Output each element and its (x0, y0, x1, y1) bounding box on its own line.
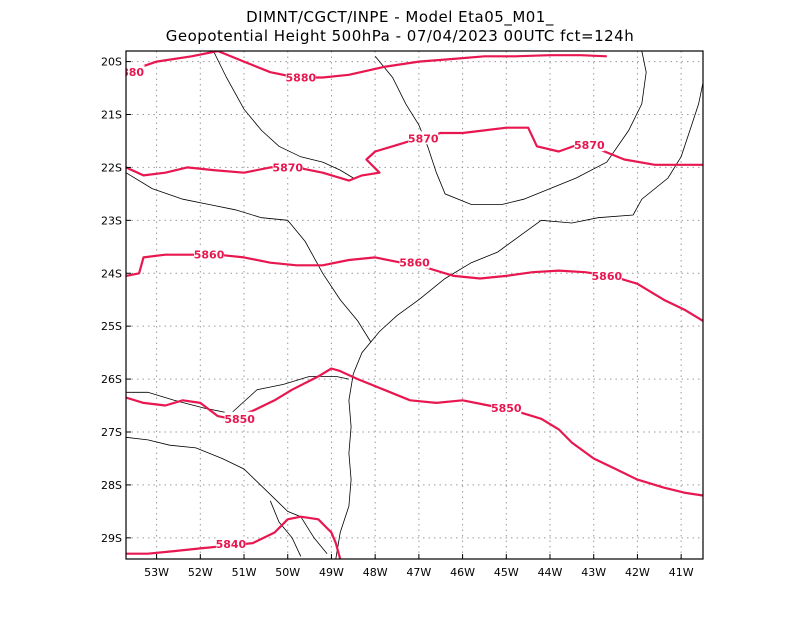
contour-label-bg (285, 70, 316, 84)
contour-label-5880: 5880 (286, 71, 317, 84)
contour-5840 (126, 515, 342, 559)
contour-label-bg (272, 160, 303, 174)
lon-tick-label: 50W (275, 566, 300, 579)
lon-tick-label: 43W (581, 566, 606, 579)
coast-border-line (126, 172, 372, 343)
coast-border-line (126, 436, 328, 554)
lon-tick-label: 52W (188, 566, 213, 579)
contour-label-5870: 5870 (574, 139, 605, 152)
contour-label-bg (574, 138, 605, 152)
contour-label-5850: 5850 (491, 402, 522, 415)
lat-tick-label: 22S (101, 161, 122, 174)
contour-label-bg (224, 411, 255, 425)
contour-label-5870: 5870 (408, 132, 439, 145)
lat-tick-label: 26S (101, 373, 122, 386)
lon-tick-label: 44W (538, 566, 563, 579)
lat-tick-label: 25S (101, 320, 122, 333)
coast-border-line (335, 82, 703, 559)
lon-tick-label: 47W (406, 566, 431, 579)
contour-label-5840: 5840 (216, 538, 247, 551)
lat-tick-label: 24S (101, 267, 122, 280)
contour-label-5860: 5860 (592, 270, 623, 283)
coast-border-line (213, 51, 354, 179)
lon-tick-label: 41W (669, 566, 694, 579)
contour-5880 (126, 51, 607, 79)
contour-label-5860: 5860 (399, 257, 430, 270)
contour-5850 (126, 367, 703, 497)
lon-tick-label: 48W (363, 566, 388, 579)
lon-tick-label: 49W (319, 566, 344, 579)
lat-tick-label: 28S (101, 479, 122, 492)
lon-tick-label: 51W (232, 566, 257, 579)
coast-border-line (126, 376, 349, 414)
coastline-and-borders (126, 51, 703, 559)
coast-border-line (269, 500, 302, 557)
contour-label-5870: 5870 (272, 161, 303, 174)
contour-label-bg (399, 255, 430, 269)
contour-label-bg (408, 131, 439, 145)
contour-label-bg (215, 537, 246, 551)
lon-tick-label: 46W (450, 566, 475, 579)
contour-label-bg (126, 65, 145, 79)
lon-tick-label: 53W (144, 566, 169, 579)
lon-tick-label: 42W (625, 566, 650, 579)
lat-tick-label: 20S (101, 56, 122, 69)
lat-tick-label: 29S (101, 532, 122, 545)
coast-border-line (374, 51, 647, 205)
graticule (126, 51, 703, 559)
contour-label-partial: 880 (121, 66, 144, 79)
lat-tick-label: 23S (101, 214, 122, 227)
height-contours: 5880 880 5870 5870 5870 5860 5860 5860 5850 5850 5… (121, 51, 703, 559)
contour-label-bg (194, 247, 225, 261)
lat-tick-label: 21S (101, 109, 122, 122)
chart-title-line-1: DIMNT/CGCT/INPE - Model Eta05_M01_ (246, 8, 554, 26)
lon-tick-label: 45W (494, 566, 519, 579)
lat-tick-label: 27S (101, 426, 122, 439)
plot-frame (125, 50, 704, 560)
chart-title-line-2: Geopotential Height 500hPa - 07/04/2023 … (165, 27, 635, 45)
axis-ticks: 53W 52W 51W 50W 49W 48W 47W 46W 45W 44W 43W 42W 41W 2… (101, 56, 694, 579)
contour-label-bg (591, 268, 622, 282)
contour-label-5850: 5850 (224, 413, 255, 426)
contour-label-5860: 5860 (194, 249, 225, 262)
contour-label-bg (491, 401, 522, 415)
